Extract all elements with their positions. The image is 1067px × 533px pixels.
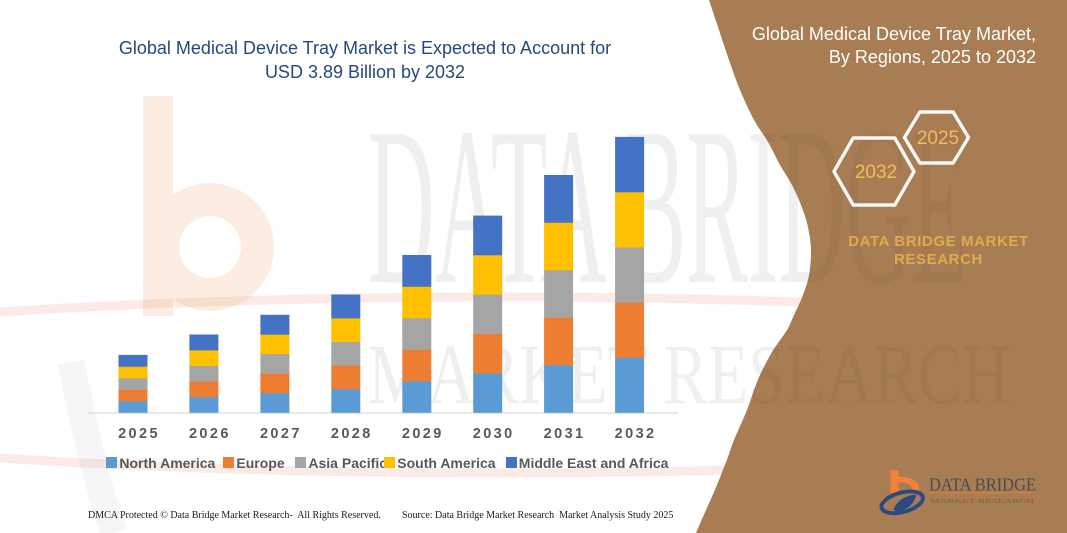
svg-text:MARKET RESEARCH: MARKET RESEARCH [368, 326, 1010, 422]
svg-text:2025: 2025 [917, 128, 959, 149]
svg-text:DATA BRIDGE: DATA BRIDGE [368, 81, 968, 331]
svg-text:2032: 2032 [855, 162, 897, 183]
svg-text:DATA BRIDGE: DATA BRIDGE [929, 475, 1036, 495]
svg-text:MARKET RESEARCH: MARKET RESEARCH [930, 498, 1034, 505]
